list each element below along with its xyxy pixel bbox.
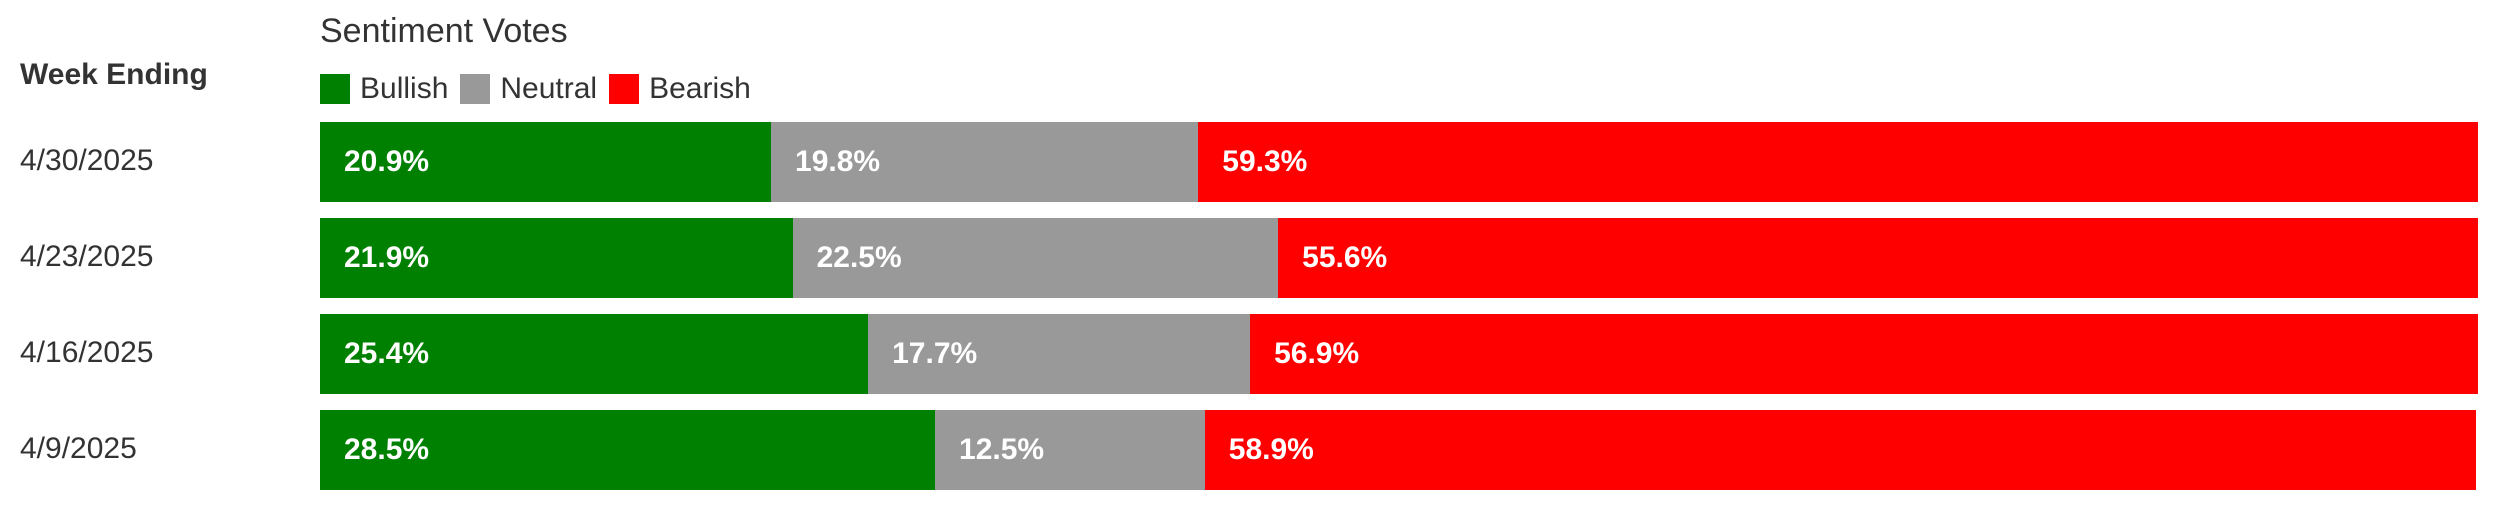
- data-label-bearish: 56.9%: [1274, 337, 1360, 370]
- row-label-week: 4/30/2025: [20, 144, 154, 177]
- legend-swatch-bearish: [609, 74, 640, 104]
- bar-segment-bullish: 21.9%: [320, 218, 793, 298]
- bar-segment-neutral: 22.5%: [792, 218, 1279, 298]
- chart-title: Sentiment Votes: [320, 12, 568, 50]
- row-header-week-ending: Week Ending: [20, 58, 208, 91]
- data-label-bullish: 20.9%: [344, 145, 430, 178]
- legend-item-bullish: Bullish: [320, 72, 448, 106]
- data-label-bearish: 55.6%: [1302, 241, 1388, 274]
- row-label-week: 4/16/2025: [20, 336, 154, 369]
- data-label-bullish: 21.9%: [344, 241, 430, 274]
- legend-item-bearish: Bearish: [609, 72, 751, 106]
- stacked-bar-row: 25.4% 17.7% 56.9%: [320, 314, 2478, 394]
- data-label-bearish: 58.9%: [1228, 433, 1314, 466]
- bar-segment-bearish: 55.6%: [1278, 218, 2478, 298]
- bar-segment-bearish: 56.9%: [1250, 314, 2478, 394]
- data-label-bullish: 25.4%: [344, 337, 430, 370]
- row-label-week: 4/9/2025: [20, 432, 137, 465]
- bar-segment-bearish: 59.3%: [1198, 122, 2478, 202]
- stacked-bar-row: 20.9% 19.8% 59.3%: [320, 122, 2478, 202]
- chart-legend: Bullish Neutral Bearish: [320, 70, 763, 108]
- legend-swatch-bullish: [320, 74, 350, 104]
- bar-segment-neutral: 19.8%: [771, 122, 1199, 202]
- bar-segment-bullish: 28.5%: [320, 410, 936, 490]
- stacked-bar-row: 21.9% 22.5% 55.6%: [320, 218, 2478, 298]
- bar-segment-neutral: 17.7%: [868, 314, 1251, 394]
- data-label-neutral: 17.7%: [892, 337, 978, 370]
- legend-label-bullish: Bullish: [360, 72, 449, 105]
- bar-segment-bullish: 25.4%: [320, 314, 869, 394]
- row-label-week: 4/23/2025: [20, 240, 154, 273]
- data-label-neutral: 22.5%: [816, 241, 902, 274]
- legend-item-neutral: Neutral: [460, 72, 597, 106]
- legend-label-bearish: Bearish: [649, 72, 751, 105]
- bar-segment-bullish: 20.9%: [320, 122, 772, 202]
- legend-swatch-neutral: [460, 74, 491, 104]
- bar-segment-neutral: 12.5%: [935, 410, 1205, 490]
- data-label-bearish: 59.3%: [1222, 145, 1308, 178]
- data-label-neutral: 19.8%: [795, 145, 881, 178]
- stacked-bar-row: 28.5% 12.5% 58.9%: [320, 410, 2478, 490]
- data-label-bullish: 28.5%: [344, 433, 430, 466]
- legend-label-neutral: Neutral: [500, 72, 598, 105]
- data-label-neutral: 12.5%: [959, 433, 1045, 466]
- bar-segment-bearish: 58.9%: [1204, 410, 2476, 490]
